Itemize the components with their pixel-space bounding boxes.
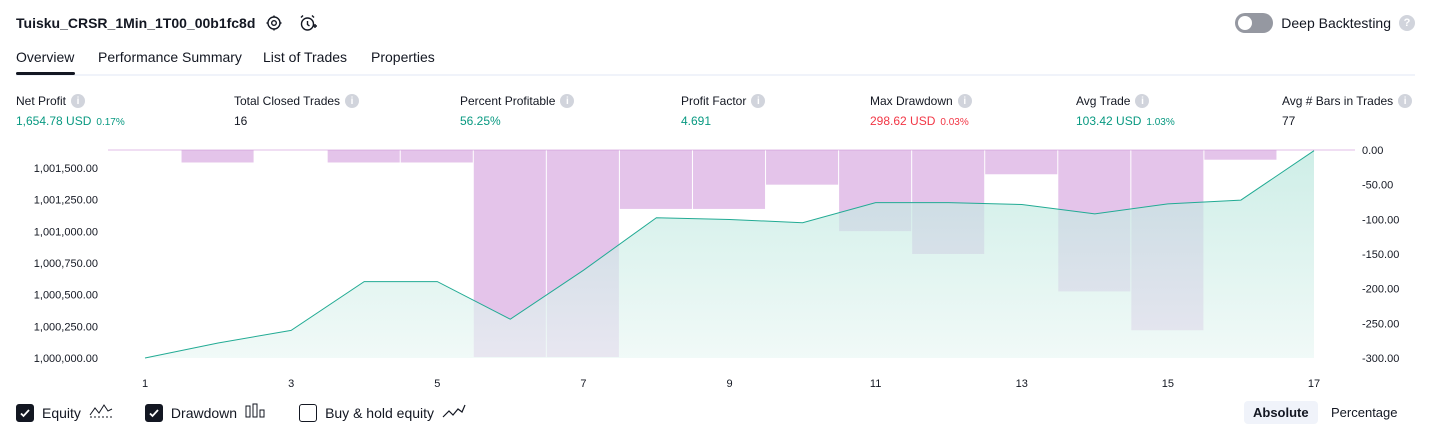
help-icon[interactable]: ?	[1399, 15, 1415, 31]
strategy-header: Tuisku_CRSR_1Min_1T00_00b1fc8d Deep Back…	[0, 0, 1431, 46]
left-axis-tick-label: 1,000,750.00	[34, 258, 98, 270]
metric-profit-factor: Profit Factor i 4.691	[681, 94, 766, 128]
x-axis-tick-label: 15	[1162, 378, 1174, 390]
metric-total-closed-trades: Total Closed Trades i 16	[234, 94, 360, 128]
metric-avg-bars-in-trades: Avg # Bars in Trades i 77	[1282, 94, 1413, 128]
drawdown-bar	[1204, 150, 1277, 160]
report-tabs: Overview Performance Summary List of Tra…	[16, 46, 1415, 76]
tab-overview[interactable]: Overview	[16, 49, 75, 65]
info-icon[interactable]: i	[1135, 94, 1150, 108]
right-axis-tick-label: -250.00	[1362, 318, 1399, 330]
metric-percent: 1.03%	[1146, 117, 1175, 128]
metric-avg-trade: Avg Trade i 103.42 USD 1.03%	[1076, 94, 1175, 128]
equity-line-icon	[89, 403, 113, 422]
active-tab-indicator	[16, 72, 75, 75]
metric-label: Net Profit	[16, 94, 67, 108]
left-axis-tick-label: 1,000,250.00	[34, 321, 98, 333]
legend-drawdown-toggle[interactable]: Drawdown	[144, 403, 267, 422]
drawdown-bar	[985, 150, 1058, 175]
right-axis-tick-label: -200.00	[1362, 284, 1399, 296]
legend-label: Drawdown	[170, 404, 238, 421]
metric-label: Avg # Bars in Trades	[1282, 94, 1394, 108]
metric-value: 56.25%	[460, 114, 501, 128]
equity-checkbox[interactable]	[16, 403, 34, 422]
x-axis-tick-label: 5	[434, 378, 440, 390]
metric-percent: 0.17%	[96, 117, 125, 128]
info-icon[interactable]: i	[560, 94, 575, 108]
drawdown-bar	[619, 150, 692, 209]
metric-net-profit: Net Profit i 1,654.78 USD 0.17%	[16, 94, 125, 128]
chart-legend: Equity Drawdown Buy & hold equity	[16, 403, 498, 422]
equity-area-fill	[145, 150, 1314, 358]
drawdown-bar	[181, 150, 254, 163]
equity-drawdown-chart: 1,001,500.00 1,001,250.00 1,001,000.00 1,00…	[34, 145, 1400, 390]
metric-percent: 0.03%	[940, 117, 969, 128]
toggle-knob	[1238, 16, 1253, 30]
mode-percentage-button[interactable]: Percentage	[1331, 405, 1398, 420]
drawdown-checkbox[interactable]	[144, 403, 163, 422]
right-axis: 0.00 -50.00 -100.00 -150.00 -200.00 -250.00 -3…	[1362, 145, 1399, 365]
drawdown-bars-icon	[245, 403, 267, 422]
metric-label: Percent Profitable	[460, 94, 556, 108]
equity-area	[144, 150, 1315, 359]
metric-label: Max Drawdown	[870, 94, 953, 108]
drawdown-bar	[766, 150, 839, 185]
x-axis-tick-label: 11	[870, 378, 881, 390]
x-axis-tick-label: 13	[1016, 378, 1028, 390]
metric-max-drawdown: Max Drawdown i 298.62 USD 0.03%	[870, 94, 972, 128]
drawdown-bar	[400, 150, 473, 163]
deep-backtesting-control: Deep Backtesting ?	[1235, 13, 1415, 33]
add-alert-icon[interactable]	[297, 12, 319, 34]
left-axis-tick-label: 1,000,000.00	[34, 353, 98, 365]
right-axis-tick-label: -100.00	[1362, 214, 1399, 226]
metric-percent-profitable: Percent Profitable i 56.25%	[460, 94, 575, 128]
metric-value: 16	[234, 114, 248, 128]
x-axis-tick-label: 1	[142, 378, 148, 390]
right-axis-tick-label: -150.00	[1362, 249, 1399, 261]
info-icon[interactable]: i	[71, 94, 86, 108]
legend-label: Buy & hold equity	[325, 404, 435, 421]
legend-buy-hold-toggle[interactable]: Buy & hold equity	[299, 403, 466, 422]
metric-value: 103.42 USD	[1076, 114, 1142, 128]
right-axis-tick-label: 0.00	[1362, 145, 1383, 157]
drawdown-bar	[327, 150, 400, 163]
metric-label: Total Closed Trades	[234, 94, 341, 108]
mode-absolute-button[interactable]: Absolute	[1244, 401, 1318, 424]
deep-backtesting-toggle[interactable]	[1235, 13, 1274, 33]
left-axis-tick-label: 1,000,500.00	[34, 290, 98, 302]
info-icon[interactable]: i	[751, 94, 766, 108]
metric-label: Avg Trade	[1076, 94, 1131, 108]
metric-label: Profit Factor	[681, 94, 747, 108]
info-icon[interactable]: i	[1398, 94, 1413, 108]
tab-performance-summary[interactable]: Performance Summary	[98, 49, 242, 65]
deep-backtesting-label: Deep Backtesting	[1281, 15, 1391, 31]
info-icon[interactable]: i	[957, 94, 972, 108]
x-axis-tick-label: 3	[288, 378, 294, 390]
left-axis-tick-label: 1,001,500.00	[34, 163, 98, 175]
metric-value: 4.691	[681, 114, 712, 128]
x-axis-tick-label: 17	[1308, 378, 1320, 390]
metric-value: 77	[1282, 114, 1296, 128]
left-axis: 1,001,500.00 1,001,250.00 1,001,000.00 1,00…	[34, 163, 98, 365]
tab-properties[interactable]: Properties	[371, 49, 435, 65]
settings-gear-icon[interactable]	[263, 12, 285, 34]
buy-hold-line-icon	[442, 403, 466, 422]
right-axis-tick-label: -50.00	[1362, 180, 1393, 192]
buy-hold-checkbox[interactable]	[299, 403, 318, 422]
drawdown-bar	[692, 150, 766, 209]
strategy-title: Tuisku_CRSR_1Min_1T00_00b1fc8d	[16, 15, 256, 31]
x-axis: 1 3 5 7 9 11 13 15 17	[142, 378, 1320, 390]
left-axis-tick-label: 1,001,000.00	[34, 226, 98, 238]
legend-equity-toggle[interactable]: Equity	[16, 403, 113, 422]
x-axis-tick-label: 7	[580, 378, 586, 390]
metric-value: 1,654.78 USD	[16, 114, 92, 128]
x-axis-tick-label: 9	[726, 378, 732, 390]
info-icon[interactable]: i	[345, 94, 360, 108]
equity-line	[144, 150, 1315, 359]
tab-list-of-trades[interactable]: List of Trades	[263, 49, 348, 65]
metric-value: 298.62 USD	[870, 114, 936, 128]
right-axis-tick-label: -300.00	[1362, 353, 1399, 365]
legend-label: Equity	[42, 404, 81, 421]
left-axis-tick-label: 1,001,250.00	[34, 195, 98, 207]
